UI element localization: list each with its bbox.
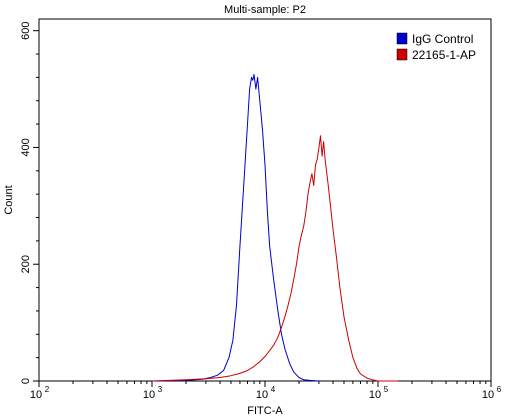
series-layer xyxy=(151,74,398,382)
y-tick-label: 200 xyxy=(20,255,32,273)
legend-swatch xyxy=(396,32,408,45)
x-tick-label: 10 xyxy=(369,389,381,401)
x-axis-label: FITC-A xyxy=(247,405,283,417)
x-tick-exponent: 4 xyxy=(271,385,276,394)
x-tick-exponent: 2 xyxy=(45,385,50,394)
y-axis: 0 200 400 600 xyxy=(20,21,39,384)
x-tick-exponent: 6 xyxy=(497,385,502,394)
x-tick-label: 10 xyxy=(30,389,42,401)
y-tick-label: 400 xyxy=(20,138,32,156)
series-line-igg-control xyxy=(151,74,319,382)
y-tick-label: 600 xyxy=(20,21,32,39)
y-tick-label: 0 xyxy=(20,378,32,384)
x-tick-exponent: 5 xyxy=(384,385,389,394)
legend: IgG Control 22165-1-AP xyxy=(396,32,476,62)
x-axis: 10 2 10 3 10 4 10 5 10 6 xyxy=(30,381,502,401)
x-tick-label: 10 xyxy=(482,389,494,401)
y-axis-label: Count xyxy=(3,185,15,214)
legend-label: IgG Control xyxy=(412,32,473,46)
chart-title: Multi-sample: P2 xyxy=(224,4,306,16)
x-tick-label: 10 xyxy=(256,389,268,401)
series-line-antibody xyxy=(151,135,398,382)
x-tick-label: 10 xyxy=(143,389,155,401)
plot-area xyxy=(38,18,492,382)
x-tick-exponent: 3 xyxy=(158,385,163,394)
legend-swatch xyxy=(396,48,408,61)
legend-label: 22165-1-AP xyxy=(412,48,476,62)
